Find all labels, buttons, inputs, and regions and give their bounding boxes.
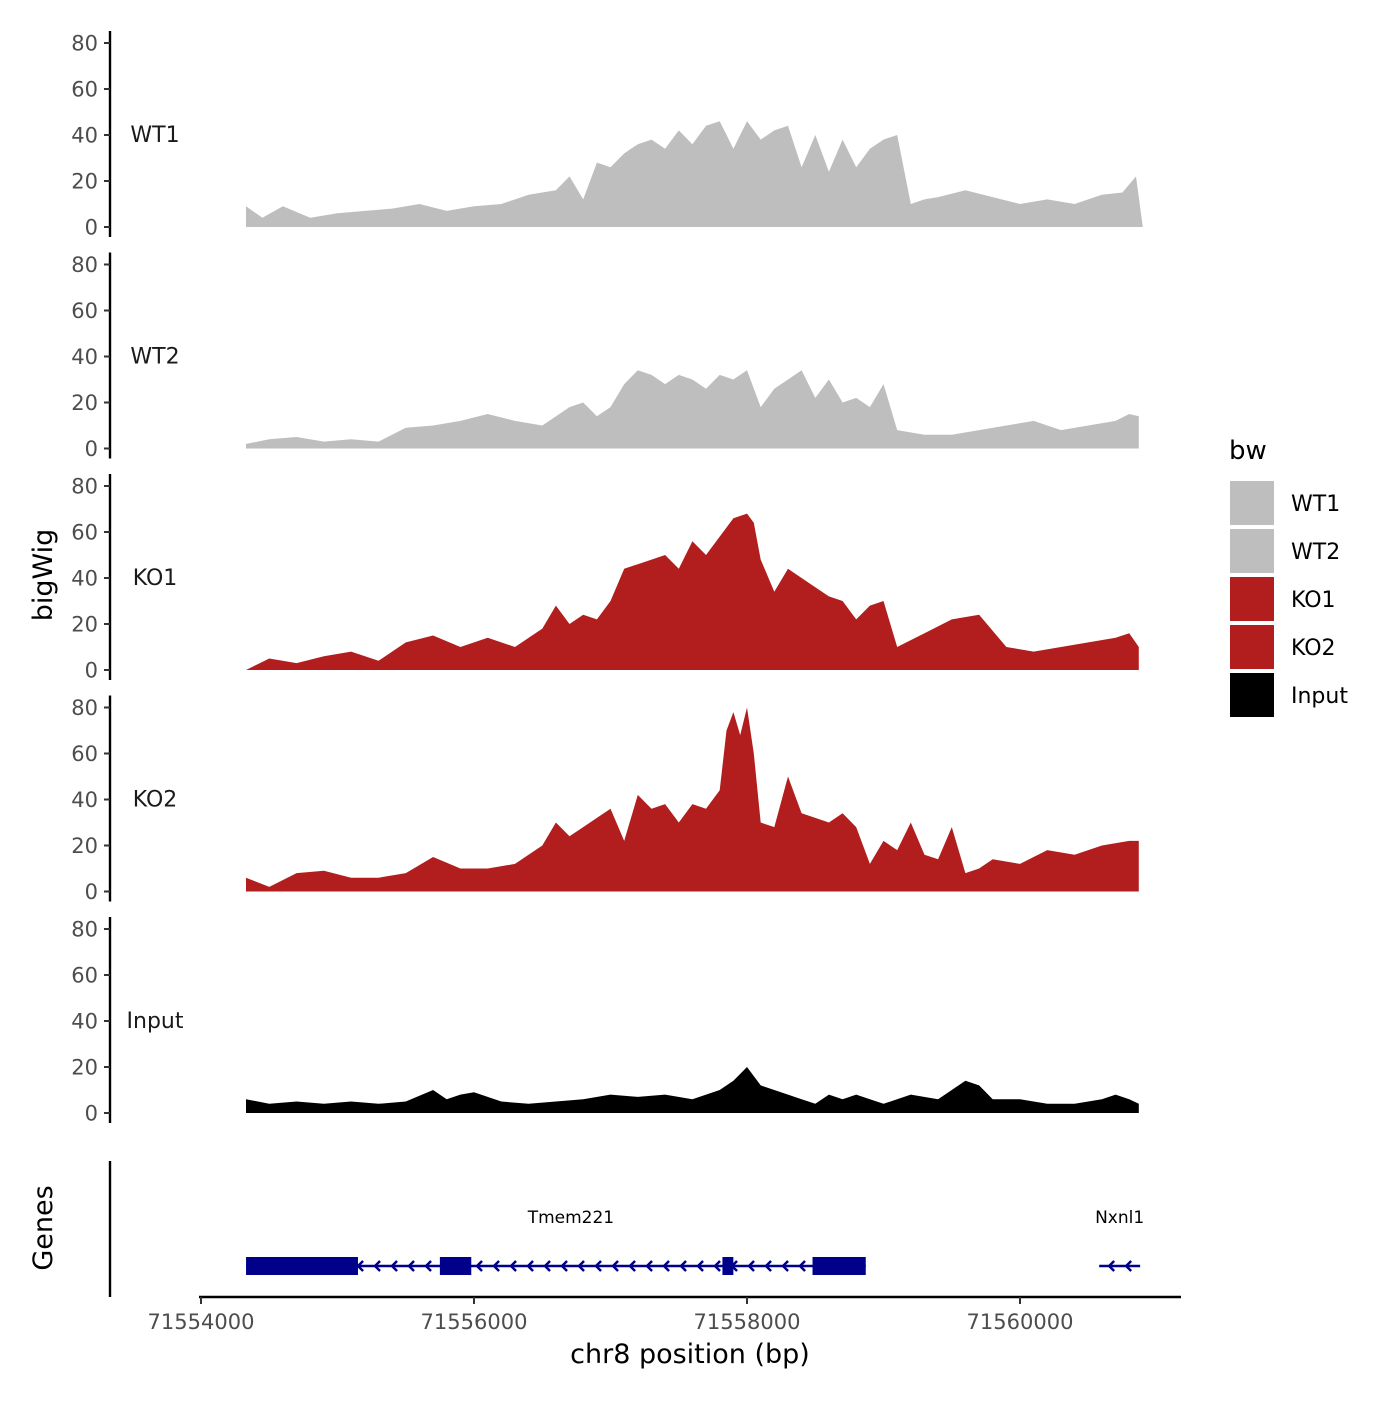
- y-tick-label: 20: [71, 170, 98, 194]
- track-label-ko2: KO2: [133, 788, 178, 813]
- track-panel-input: 0 20 40 60 80 Input: [71, 917, 1139, 1126]
- strand-arrow: [798, 1260, 806, 1272]
- gene-exon: [722, 1257, 734, 1275]
- signal-area-wt2: [246, 370, 1139, 449]
- y-tick-label: 20: [71, 834, 98, 858]
- x-tick-label: 71558000: [694, 1310, 801, 1334]
- strand-arrow: [645, 1260, 653, 1272]
- track-panel-wt1: 0 20 40 60 80 WT1: [71, 31, 1143, 240]
- gene-exon: [439, 1257, 472, 1275]
- strand-arrow: [1107, 1260, 1116, 1272]
- y-tick-label: 80: [71, 918, 98, 942]
- strand-arrow: [424, 1260, 432, 1272]
- y-tick-label: 20: [71, 613, 98, 637]
- signal-area-ko2: [246, 707, 1139, 892]
- gene-label: Nxnl1: [1095, 1208, 1144, 1228]
- gene-label: Tmem221: [527, 1208, 614, 1228]
- strand-arrow: [356, 1260, 364, 1272]
- y-tick-label: 0: [85, 880, 98, 904]
- y-tick-label: 0: [85, 216, 98, 240]
- y-tick-label: 60: [71, 299, 98, 323]
- x-axis-title: chr8 position (bp): [570, 1339, 810, 1370]
- track-label-ko1: KO1: [133, 566, 178, 591]
- legend: bw WT1 WT2 KO1 KO2 Input: [1229, 436, 1348, 717]
- x-tick-label: 71560000: [967, 1310, 1074, 1334]
- track-panel-ko2: 0 20 40 60 80 KO2: [71, 695, 1139, 904]
- track-label-input: Input: [127, 1009, 184, 1034]
- track-label-wt2: WT2: [130, 345, 179, 370]
- gene-exon: [246, 1257, 358, 1275]
- gene-exon: [812, 1257, 866, 1275]
- y-tick-label: 80: [71, 253, 98, 277]
- gene-tmem221: Tmem221: [246, 1208, 866, 1275]
- signal-tracks: 0 20 40 60 80 WT1 0 20 40 60 80 WT2 0 20 40 60 80 KO1 0 20 4…: [71, 31, 1143, 1126]
- track-label-wt1: WT1: [130, 123, 179, 148]
- strand-arrow: [509, 1260, 517, 1272]
- y-tick-label: 80: [71, 696, 98, 720]
- y-tick-label: 40: [71, 345, 98, 369]
- y-tick-label: 20: [71, 391, 98, 415]
- legend-label-ko1: KO1: [1291, 588, 1336, 613]
- legend-swatch-ko2: [1230, 625, 1274, 669]
- strand-arrow: [713, 1260, 721, 1272]
- strand-arrow: [764, 1260, 772, 1272]
- gene-track: Tmem221 Nxnl1: [108, 1161, 1144, 1297]
- x-tick-label: 71556000: [421, 1310, 528, 1334]
- strand-arrow: [475, 1260, 483, 1272]
- legend-label-wt1: WT1: [1291, 492, 1340, 517]
- y-tick-label: 80: [71, 32, 98, 56]
- gene-nxnl1: Nxnl1: [1095, 1208, 1144, 1272]
- strand-arrow: [526, 1260, 534, 1272]
- legend-label-ko2: KO2: [1291, 636, 1336, 661]
- x-axis: 71554000 71556000 71558000 71560000: [148, 1295, 1181, 1334]
- legend-label-wt2: WT2: [1291, 540, 1340, 565]
- legend-swatch-ko1: [1230, 577, 1274, 621]
- y-tick-label: 40: [71, 124, 98, 148]
- legend-title: bw: [1229, 436, 1267, 466]
- signal-area-wt1: [246, 121, 1143, 227]
- legend-swatch-wt1: [1230, 481, 1274, 525]
- signal-area-ko1: [246, 513, 1139, 670]
- strand-arrow: [560, 1260, 568, 1272]
- strand-arrow: [696, 1260, 704, 1272]
- strand-arrow: [1124, 1260, 1133, 1272]
- legend-swatch-input: [1230, 673, 1274, 717]
- y-tick-label: 40: [71, 788, 98, 812]
- legend-swatch-wt2: [1230, 529, 1274, 573]
- y-tick-label: 0: [85, 437, 98, 461]
- strand-arrow: [407, 1260, 415, 1272]
- y-tick-label: 60: [71, 964, 98, 988]
- strand-arrow: [662, 1260, 670, 1272]
- strand-arrow: [611, 1260, 619, 1272]
- y-tick-label: 60: [71, 521, 98, 545]
- y-tick-label: 60: [71, 742, 98, 766]
- y-axis-title: bigWig: [28, 529, 59, 622]
- legend-label-input: Input: [1291, 684, 1348, 709]
- strand-arrow: [747, 1260, 755, 1272]
- strand-arrow: [543, 1260, 551, 1272]
- y-tick-label: 0: [85, 1102, 98, 1126]
- strand-arrow: [577, 1260, 585, 1272]
- strand-arrow: [492, 1260, 500, 1272]
- strand-arrow: [781, 1260, 789, 1272]
- strand-arrow: [373, 1260, 381, 1272]
- y-tick-label: 20: [71, 1056, 98, 1080]
- strand-arrow: [594, 1260, 602, 1272]
- track-panel-wt2: 0 20 40 60 80 WT2: [71, 252, 1139, 461]
- y-tick-label: 80: [71, 475, 98, 499]
- strand-arrow: [628, 1260, 636, 1272]
- track-panel-ko1: 0 20 40 60 80 KO1: [71, 474, 1139, 683]
- gene-track-title: Genes: [28, 1185, 59, 1270]
- signal-area-input: [246, 1067, 1139, 1113]
- strand-arrow: [679, 1260, 687, 1272]
- y-tick-label: 40: [71, 1010, 98, 1034]
- y-tick-label: 0: [85, 659, 98, 683]
- y-tick-label: 40: [71, 567, 98, 591]
- x-tick-label: 71554000: [148, 1310, 255, 1334]
- y-tick-label: 60: [71, 78, 98, 102]
- strand-arrow: [390, 1260, 398, 1272]
